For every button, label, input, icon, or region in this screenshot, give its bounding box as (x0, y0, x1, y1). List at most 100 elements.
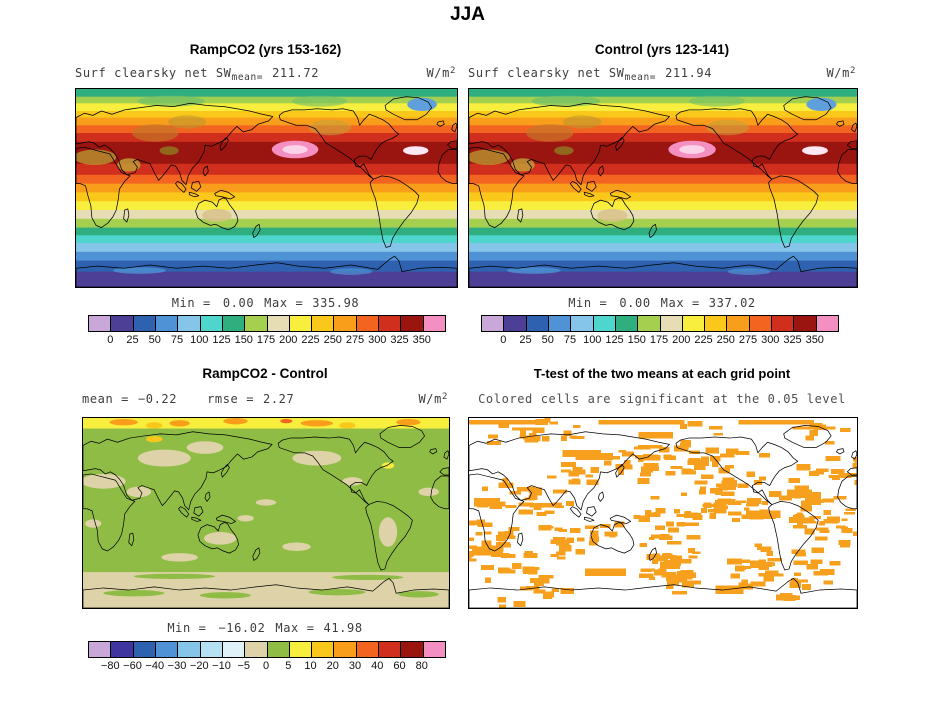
colorbar-segment (793, 316, 816, 331)
colorbar-segment (110, 316, 133, 331)
colorbar-segment (333, 642, 356, 657)
max-value: 41.98 (323, 621, 363, 635)
statline-rampco2: Surf clearsky net SWmean= 211.72 W/m2 (75, 66, 456, 83)
colorbar-segment (132, 316, 155, 331)
colorbar-segment (704, 316, 727, 331)
colorbar-segment (221, 642, 245, 657)
colorbar-segment (726, 316, 749, 331)
min-label: Min = (568, 296, 608, 310)
minmax-diff: Min = −16.02 Max = 41.98 (82, 621, 448, 635)
var-label-control: Surf clearsky net SWmean= 211.94 (468, 66, 713, 83)
mean-subscript: mean= (231, 72, 264, 83)
colorbar-tick-label: 0 (262, 660, 270, 672)
colorbar-segment (378, 316, 401, 331)
colorbar-segment (400, 316, 423, 331)
colorbar-segment (503, 316, 526, 331)
max-label: Max = (660, 296, 700, 310)
colorbar-segment (333, 316, 356, 331)
colorbar-tick-label: 30 (348, 660, 362, 672)
statline-diff: mean = −0.22 rmse = 2.27 W/m2 (82, 392, 448, 406)
map-diff (82, 417, 450, 609)
colorbar-tick-label: 25 (126, 334, 139, 346)
colorbar-segment (288, 642, 312, 657)
colorbar-tick-label: −30 (167, 660, 187, 672)
colorbar-segment (110, 642, 133, 657)
rmse-value: 2.27 (263, 392, 295, 406)
colorbar-segment (311, 642, 334, 657)
colorbar-tick-label: 125 (212, 334, 231, 346)
colorbar-tick-label: 150 (234, 334, 253, 346)
colorbar-segment (637, 316, 660, 331)
colorbar-tick-label: 250 (716, 334, 735, 346)
map-rampco2 (75, 88, 458, 288)
mean-label: mean = (82, 392, 129, 406)
statline-control: Surf clearsky net SWmean= 211.94 W/m2 (468, 66, 856, 83)
colorbar-tick-label: −20 (189, 660, 209, 672)
mean-value-rampco2: 211.72 (272, 66, 320, 80)
colorbar-sw-rampco2-ticks: 0 25 50 75 100 125 150 175 200 225 250 275 300 325 350 (88, 334, 444, 348)
colorbar-segment (547, 316, 571, 331)
colorbar-segment (244, 316, 267, 331)
colorbar-tick-label: 300 (368, 334, 387, 346)
colorbar-tick-label: 60 (393, 660, 406, 672)
min-value: 0.00 (619, 296, 651, 310)
colorbar-tick-label: 300 (761, 334, 780, 346)
colorbar-segment (570, 316, 593, 331)
colorbar-segment (199, 642, 222, 657)
colorbar-tick-label: −60 (123, 660, 142, 672)
colorbar-tick-label: 200 (672, 334, 691, 346)
colorbar-segment (771, 316, 794, 331)
sw-field-rampco2 (76, 89, 457, 287)
colorbar-segment (614, 316, 638, 331)
colorbar-tick-label: 125 (605, 334, 624, 346)
colorbar-tick-label: 0 (500, 334, 507, 346)
colorbar-tick-label: 150 (627, 334, 646, 346)
diff-stats: mean = −0.22 rmse = 2.27 (82, 392, 294, 406)
colorbar-segment (592, 316, 615, 331)
colorbar-tick-label: 10 (304, 660, 317, 672)
colorbar-tick-label: 100 (190, 334, 209, 346)
colorbar-tick-label: 275 (345, 334, 365, 346)
units-control: W/m2 (826, 66, 856, 80)
colorbar-segment (199, 316, 222, 331)
mean-value: −0.22 (137, 392, 178, 406)
colorbar-tick-label: −5 (237, 660, 251, 672)
max-value: 337.02 (708, 296, 756, 310)
colorbar-segment (482, 316, 504, 331)
colorbar-segment (400, 642, 423, 657)
colorbar-tick-label: 350 (412, 334, 431, 346)
minmax-control: Min = 0.00 Max = 337.02 (468, 296, 856, 310)
mean-subscript: mean= (624, 72, 657, 83)
colorbar-segment (288, 316, 312, 331)
colorbar-tick-label: 20 (326, 660, 339, 672)
units-diff: W/m2 (418, 392, 448, 406)
colorbar-tick-label: 25 (519, 334, 532, 346)
colorbar-segment (177, 642, 200, 657)
figure-title: JJA (450, 4, 485, 25)
colorbar-sw-control (481, 315, 839, 332)
colorbar-diff-ticks: −80 −60 −40 −30 −20 −10 −5 0 5 10 20 30 40 60 80 (88, 660, 444, 674)
panel-title-ttest: T-test of the two means at each grid poi… (533, 366, 791, 381)
colorbar-tick-label: 225 (694, 334, 713, 346)
colorbar-tick-label: 325 (390, 334, 409, 346)
colorbar-segment (681, 316, 705, 331)
colorbar-tick-label: 100 (583, 334, 602, 346)
colorbar-segment (132, 642, 155, 657)
panel-title-diff: RampCO2 - Control (202, 366, 328, 381)
colorbar-segment (422, 642, 445, 657)
colorbar-segment (154, 642, 178, 657)
colorbar-tick-label: −10 (212, 660, 231, 672)
colorbar-sw-control-ticks: 0 25 50 75 100 125 150 175 200 225 250 275 300 325 350 (481, 334, 837, 348)
colorbar-tick-label: 325 (783, 334, 802, 346)
min-value: −16.02 (218, 621, 266, 635)
colorbar-segment (177, 316, 200, 331)
min-label: Min = (171, 296, 211, 310)
colorbar-segment (89, 642, 111, 657)
colorbar-segment (815, 316, 838, 331)
map-ttest (468, 417, 858, 609)
colorbar-tick-label: 0 (107, 334, 114, 346)
colorbar-tick-label: 80 (415, 660, 428, 672)
units-rampco2: W/m2 (426, 66, 456, 80)
colorbar-segment (378, 642, 401, 657)
